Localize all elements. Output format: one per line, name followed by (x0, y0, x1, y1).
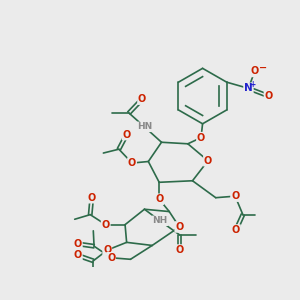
Text: O: O (107, 253, 115, 263)
Text: O: O (155, 194, 163, 204)
Text: O: O (103, 245, 111, 255)
Text: O: O (138, 94, 146, 104)
Text: HN: HN (137, 122, 152, 131)
Text: +: + (249, 80, 255, 89)
Text: O: O (122, 130, 131, 140)
Text: O: O (128, 158, 136, 168)
Text: O: O (197, 133, 205, 142)
Text: O: O (232, 225, 240, 235)
Text: O: O (175, 222, 184, 232)
Text: O: O (265, 91, 273, 101)
Text: −: − (259, 63, 267, 73)
Text: O: O (204, 156, 212, 166)
Text: O: O (88, 193, 96, 203)
Text: O: O (74, 250, 82, 260)
Text: O: O (74, 239, 82, 249)
Text: O: O (175, 245, 184, 255)
Text: O: O (102, 220, 110, 230)
Text: O: O (231, 191, 239, 201)
Text: N: N (244, 83, 253, 93)
Text: NH: NH (152, 216, 168, 225)
Text: O: O (250, 66, 259, 76)
